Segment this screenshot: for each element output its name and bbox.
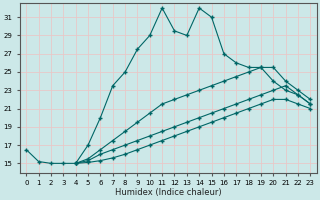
X-axis label: Humidex (Indice chaleur): Humidex (Indice chaleur): [115, 188, 222, 197]
